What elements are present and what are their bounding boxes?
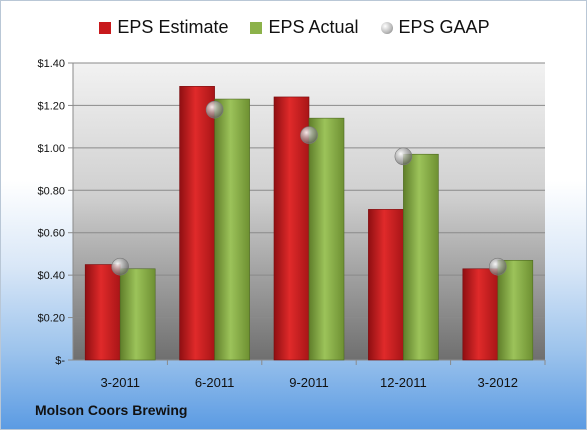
x-tick-label: 3-2011 bbox=[100, 375, 140, 390]
marker-eps-gaap bbox=[488, 257, 507, 276]
bar-eps-estimate bbox=[179, 86, 215, 361]
y-tick-label: $1.20 bbox=[37, 100, 65, 112]
bar-eps-estimate bbox=[462, 268, 499, 361]
bar-eps-estimate bbox=[84, 264, 121, 361]
legend-swatch-actual bbox=[250, 21, 263, 34]
marker-eps-gaap bbox=[111, 257, 129, 276]
bar-eps-estimate bbox=[368, 209, 404, 361]
bar-eps-actual bbox=[497, 259, 534, 361]
legend-swatch-gaap bbox=[380, 21, 393, 34]
bar-eps-actual bbox=[308, 117, 345, 361]
legend-swatch-estimate bbox=[99, 21, 112, 34]
legend-item-estimate: EPS Estimate bbox=[99, 17, 228, 38]
legend: EPS Estimate EPS Actual EPS GAAP bbox=[1, 17, 586, 38]
y-tick-label: $1.40 bbox=[37, 58, 65, 70]
legend-item-actual: EPS Actual bbox=[250, 17, 359, 38]
y-tick-label: $- bbox=[55, 355, 65, 367]
bar-eps-actual bbox=[403, 153, 439, 361]
y-tick-label: $0.40 bbox=[37, 270, 65, 282]
legend-label-gaap: EPS GAAP bbox=[398, 17, 490, 37]
company-name: Molson Coors Brewing bbox=[35, 402, 188, 418]
legend-label-estimate: EPS Estimate bbox=[117, 17, 229, 37]
marker-eps-gaap bbox=[394, 147, 413, 166]
y-tick-label: $0.60 bbox=[37, 228, 65, 240]
x-tick-label: 12-2011 bbox=[380, 375, 427, 390]
y-tick-label: $0.80 bbox=[37, 185, 65, 197]
x-tick-label: 6-2011 bbox=[195, 375, 235, 390]
x-tick-label: 3-2012 bbox=[478, 375, 518, 390]
marker-eps-gaap bbox=[205, 100, 224, 119]
legend-item-gaap: EPS GAAP bbox=[380, 17, 490, 38]
bar-eps-actual bbox=[214, 98, 250, 361]
marker-eps-gaap bbox=[300, 126, 318, 144]
legend-label-actual: EPS Actual bbox=[268, 17, 359, 37]
y-tick-label: $0.20 bbox=[37, 313, 65, 325]
bar-eps-actual bbox=[119, 268, 156, 361]
y-tick-label: $1.00 bbox=[37, 143, 65, 155]
x-tick-label: 9-2011 bbox=[289, 375, 329, 390]
